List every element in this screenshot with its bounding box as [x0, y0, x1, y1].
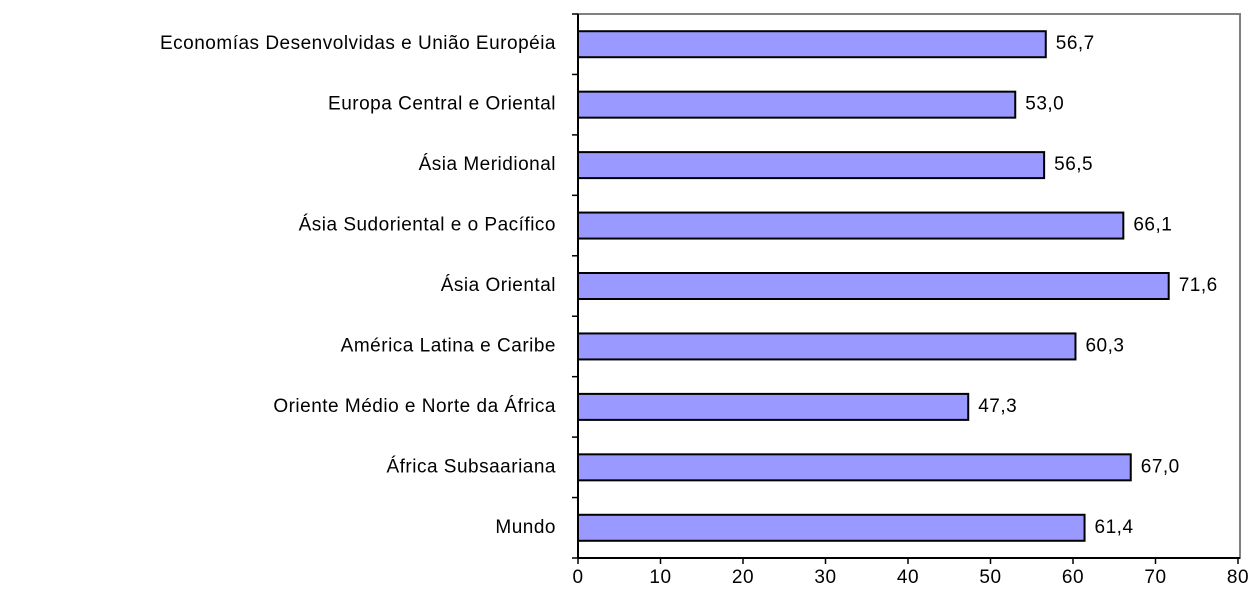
- value-label: 71,6: [1179, 275, 1218, 296]
- x-tick-label: 80: [1227, 567, 1249, 588]
- bar: [577, 90, 1017, 119]
- category-label: Ásia Sudoriental e o Pacífico: [299, 215, 556, 236]
- category-label: Ásia Oriental: [441, 275, 556, 296]
- bar: [577, 332, 1077, 361]
- bar: [577, 151, 1046, 180]
- category-label: Mundo: [495, 517, 556, 538]
- x-tick-label: 20: [732, 567, 754, 588]
- bar: [577, 392, 970, 421]
- value-label: 56,7: [1056, 33, 1095, 54]
- value-label: 60,3: [1085, 335, 1124, 356]
- x-tick-label: 10: [649, 567, 671, 588]
- x-tick-label: 40: [897, 567, 919, 588]
- value-label: 66,1: [1133, 215, 1172, 236]
- bar: [577, 513, 1086, 542]
- bar: [577, 272, 1170, 300]
- value-label: 61,4: [1095, 517, 1134, 538]
- bar: [577, 453, 1132, 482]
- value-label: 53,0: [1025, 94, 1064, 115]
- x-tick-label: 0: [572, 567, 583, 588]
- x-tick-label: 60: [1062, 567, 1084, 588]
- category-label: Economías Desenvolvidas e União Européia: [160, 33, 556, 54]
- category-label: América Latina e Caribe: [341, 335, 556, 356]
- category-label: Oriente Médio e Norte da África: [273, 396, 556, 417]
- bar: [577, 211, 1125, 240]
- category-label: Europa Central e Oriental: [328, 94, 556, 115]
- value-label: 67,0: [1141, 456, 1180, 477]
- x-tick-label: 30: [814, 567, 836, 588]
- x-tick-label: 70: [1144, 567, 1166, 588]
- value-label: 56,5: [1054, 154, 1093, 175]
- bar: [577, 30, 1047, 59]
- category-label: África Subsaariana: [386, 456, 556, 477]
- x-tick-label: 50: [979, 567, 1001, 588]
- value-label: 47,3: [978, 396, 1017, 417]
- category-label: Ásia Meridional: [419, 154, 556, 175]
